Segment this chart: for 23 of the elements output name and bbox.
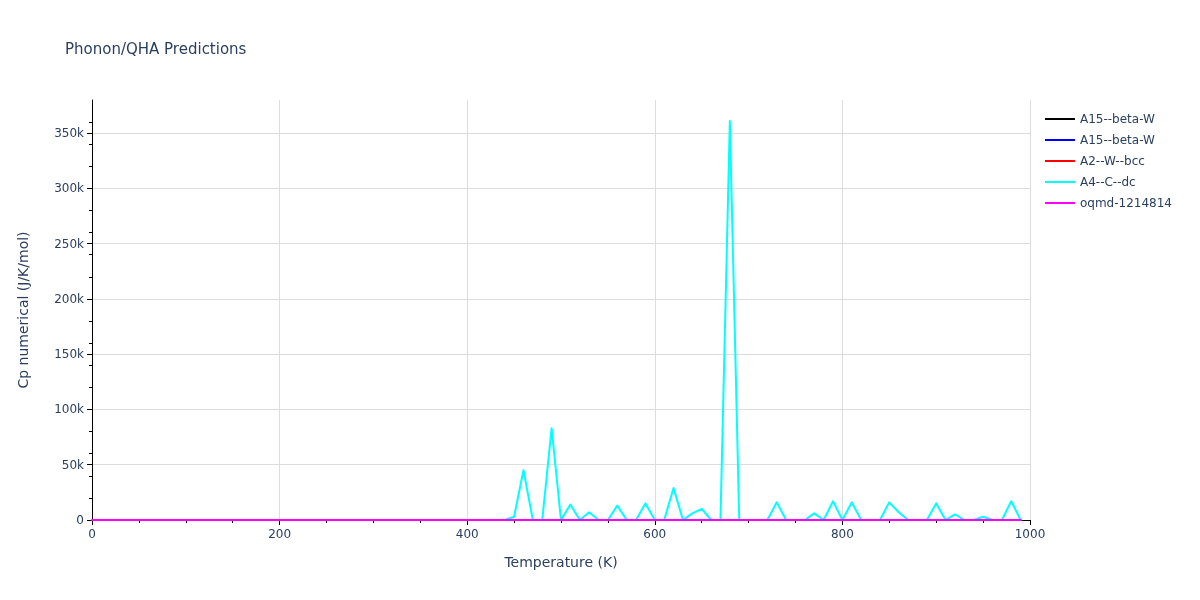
- line-series: [503, 120, 1022, 521]
- y-tick-label: 150k: [54, 347, 85, 362]
- legend-label: A15--beta-W: [1079, 133, 1155, 147]
- y-axis-title: Cp numerical (J/K/mol): [15, 231, 31, 389]
- y-tick-label: 0: [76, 513, 84, 527]
- y-tick-label: 50k: [61, 457, 85, 472]
- y-tick-label: 200k: [54, 291, 85, 306]
- legend-label: oqmd-1214814: [1079, 196, 1173, 210]
- x-tick-label: 600: [643, 527, 667, 541]
- x-tick-label: 200: [268, 527, 292, 541]
- x-tick-label: 1000: [1014, 527, 1046, 541]
- chart-title: Phonon/QHA Predictions: [65, 39, 247, 58]
- legend-label: A15--beta-W: [1079, 112, 1155, 126]
- x-tick-label: 400: [455, 527, 479, 541]
- x-axis-title: Temperature (K): [503, 554, 618, 570]
- y-tick-label: 350k: [54, 126, 85, 141]
- y-tick-label: 300k: [54, 181, 85, 196]
- x-tick-label: 800: [830, 527, 854, 541]
- y-tick-label: 100k: [54, 402, 85, 417]
- legend-label: A4--C--dc: [1079, 175, 1136, 189]
- x-tick-label: 0: [88, 527, 96, 541]
- legend-label: A2--W--bcc: [1079, 154, 1145, 168]
- y-tick-label: 250k: [54, 236, 85, 251]
